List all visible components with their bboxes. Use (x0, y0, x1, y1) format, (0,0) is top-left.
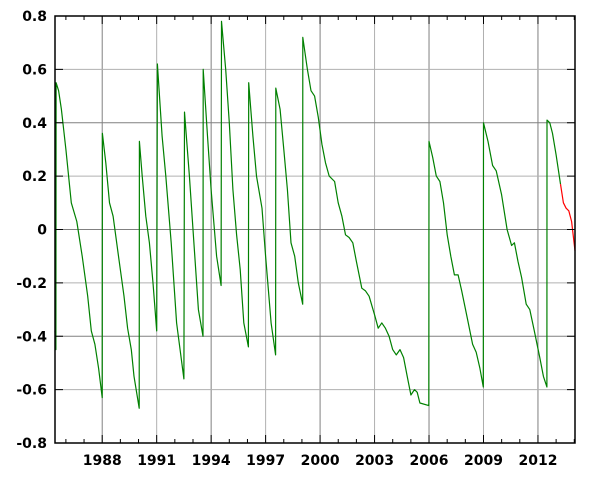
x-tick-label: 2003 (355, 453, 394, 469)
tick-labels: 1988 1991 1994 1997 2000 2003 2006 2009 2012 0.8 0… (16, 9, 557, 469)
y-tick-label: 0.6 (22, 62, 47, 78)
y-tick-label: 0.4 (22, 116, 47, 132)
x-tick-label: 2012 (518, 453, 557, 469)
series-line-1 (559, 184, 576, 251)
series-line-0 (54, 20, 562, 409)
x-tick-label: 1988 (83, 453, 122, 469)
y-tick-label: -0.2 (16, 276, 47, 292)
x-tick-label: 2006 (410, 453, 449, 469)
y-tick-label: 0.2 (22, 169, 47, 185)
y-tick-label: 0.8 (22, 9, 47, 25)
grid (55, 16, 575, 443)
x-tick-label: 1994 (192, 453, 231, 469)
x-tick-label: 1991 (137, 453, 176, 469)
ticks (55, 15, 575, 444)
y-tick-label: 0 (37, 223, 47, 239)
y-tick-label: -0.4 (16, 329, 47, 345)
y-tick-label: -0.6 (16, 383, 47, 399)
series-group (54, 20, 576, 409)
x-tick-label: 2009 (464, 453, 503, 469)
x-tick-label: 2000 (301, 453, 340, 469)
y-tick-label: -0.8 (16, 436, 47, 452)
x-tick-label: 1997 (246, 453, 285, 469)
